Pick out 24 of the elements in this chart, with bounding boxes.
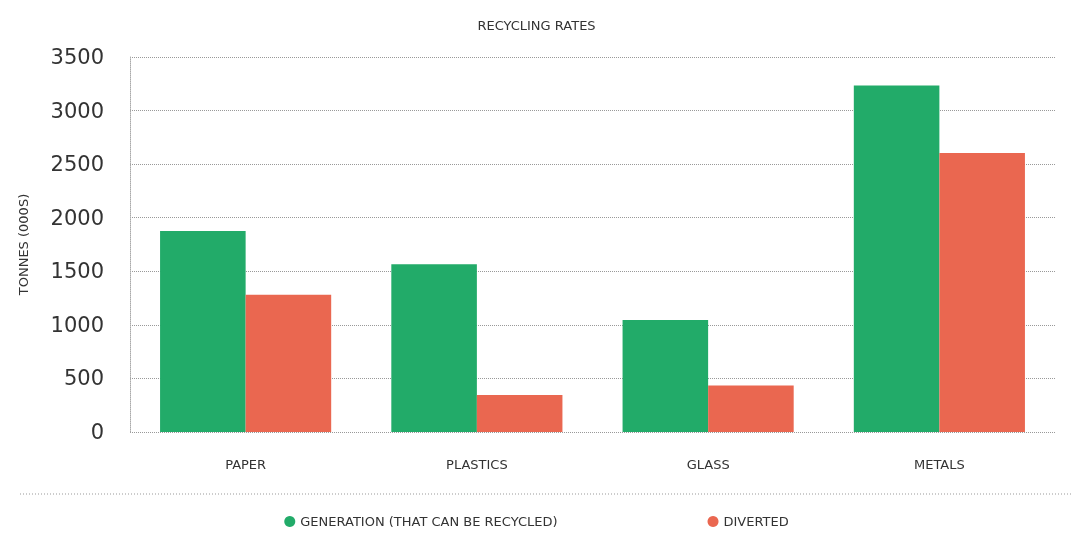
x-tick-label: METALS [914, 457, 965, 472]
bar [853, 85, 940, 432]
y-tick-label: 3000 [50, 98, 104, 123]
bar [245, 294, 332, 432]
legend-label: DIVERTED [723, 514, 789, 529]
bar [708, 385, 794, 432]
legend-label: GENERATION (THAT CAN BE RECYCLED) [300, 514, 558, 529]
y-tick-label: 2500 [50, 152, 104, 177]
y-axis-title: TONNES (000S) [16, 193, 31, 297]
bar [391, 264, 477, 432]
y-tick-label: 0 [90, 420, 104, 444]
bar [160, 231, 246, 432]
bar [622, 320, 709, 432]
y-tick-label: 500 [63, 366, 104, 391]
y-tick-label: 1000 [50, 312, 104, 337]
y-tick-label: 1500 [50, 259, 104, 284]
chart-title: RECYCLING RATES [477, 18, 596, 33]
x-tick-label: GLASS [686, 457, 730, 472]
bar [476, 395, 563, 432]
x-tick-label: PLASTICS [446, 457, 508, 472]
y-tick-label: 2000 [50, 205, 104, 230]
bar [939, 152, 1025, 432]
x-tick-label: PAPER [225, 457, 267, 472]
y-tick-label: 3500 [50, 45, 104, 69]
